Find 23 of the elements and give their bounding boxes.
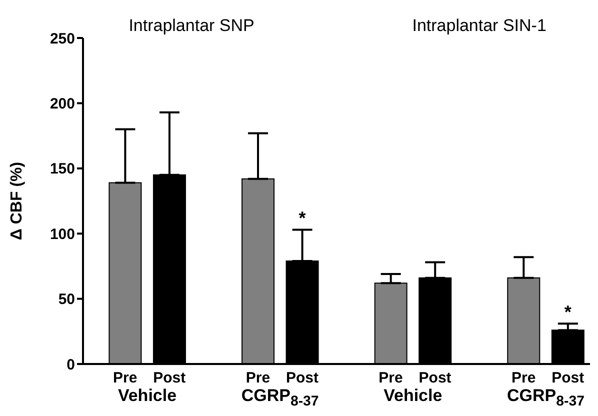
y-axis-title: Δ CBF (%) xyxy=(8,162,26,240)
x-tick-label: Pre xyxy=(511,370,536,387)
y-tick-label: 150 xyxy=(50,160,75,178)
y-tick-label: 200 xyxy=(50,96,75,113)
text: CGRP$_{8-37}$ xyxy=(506,386,586,412)
text: Intraplantar SNP xyxy=(128,16,256,36)
y-tick-label: 100 xyxy=(50,226,75,243)
x-tick-label: Post xyxy=(286,370,318,387)
x-tick-label: Post xyxy=(418,370,452,387)
text: Vehicle xyxy=(384,386,442,405)
x-tick-label: Post xyxy=(552,370,584,387)
text: Intraplantar SIN-1 xyxy=(411,16,548,36)
y-tick-label: 250 xyxy=(50,30,75,48)
annotation: * xyxy=(298,208,307,228)
x-tick-label: Post xyxy=(153,370,186,387)
text: Vehicle xyxy=(118,386,177,405)
x-tick-label: Pre xyxy=(378,370,403,387)
x-tick-label: Pre xyxy=(246,370,270,387)
y-tick-label: 0 xyxy=(66,356,75,374)
text: CGRP$_{8-37}$ xyxy=(240,386,320,412)
annotation: * xyxy=(563,302,572,322)
y-tick-label: 50 xyxy=(58,291,75,308)
x-tick-label: Pre xyxy=(113,370,138,387)
